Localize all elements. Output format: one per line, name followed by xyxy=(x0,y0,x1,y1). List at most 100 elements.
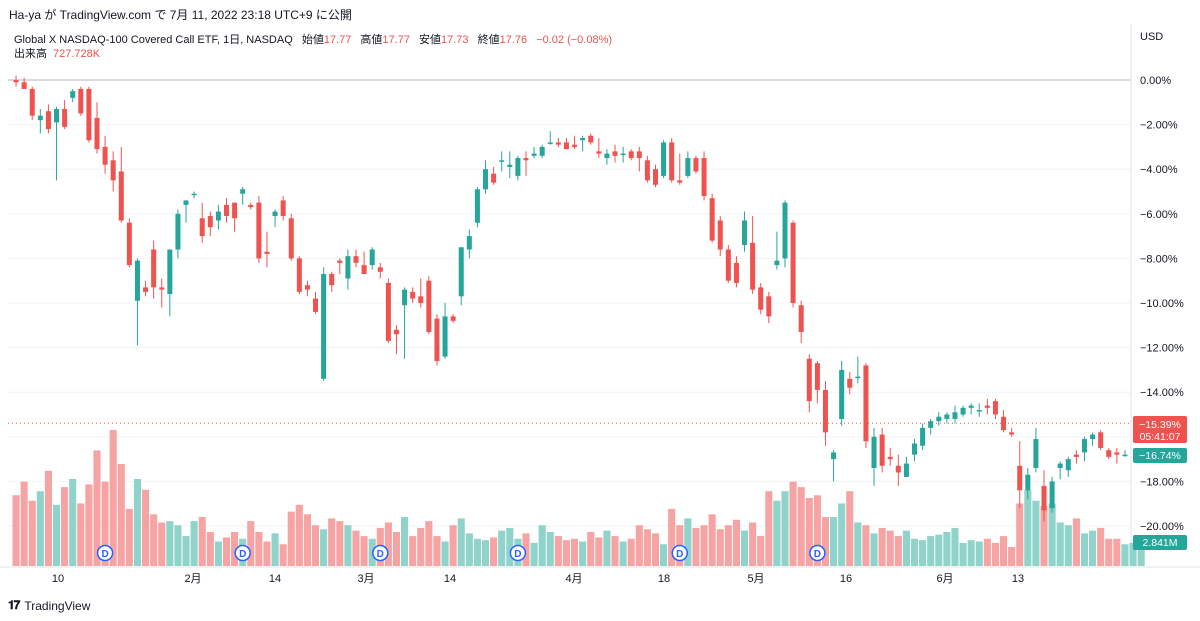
candle-body xyxy=(822,389,828,433)
candle-body xyxy=(1090,434,1096,440)
candle-body xyxy=(304,285,310,290)
volume-bar xyxy=(797,487,805,566)
candle-body xyxy=(1106,450,1112,457)
candle-body xyxy=(21,82,27,89)
volume-bar xyxy=(749,522,757,566)
volume-bar xyxy=(1080,533,1089,566)
low-label: 安値 xyxy=(419,34,442,46)
candle-body xyxy=(887,456,893,460)
volume-bar xyxy=(708,514,716,566)
candle-body xyxy=(612,151,618,156)
candle-body xyxy=(167,249,173,295)
volume-bar xyxy=(935,534,943,566)
volume-bar xyxy=(52,504,61,566)
candle-body xyxy=(329,274,335,286)
candle-body xyxy=(903,463,909,477)
candle-body xyxy=(345,256,351,279)
candle-body xyxy=(1001,416,1007,431)
x-tick-label: 18 xyxy=(658,573,670,585)
dividend-marker-label: D xyxy=(377,549,384,560)
volume-bar xyxy=(830,517,838,566)
volume-bar xyxy=(255,532,263,566)
volume-bar xyxy=(862,525,870,566)
y-tick-label: −14.00% xyxy=(1140,387,1184,399)
candle-body xyxy=(693,158,699,172)
candle-body xyxy=(288,218,294,259)
candle-body xyxy=(572,144,578,147)
volume-bar xyxy=(311,525,320,566)
candle-body xyxy=(483,169,489,190)
y-tick-label: −6.00% xyxy=(1140,209,1178,221)
dividend-marker xyxy=(809,544,826,562)
volume-bar xyxy=(603,530,611,566)
dividend-marker xyxy=(96,544,114,562)
volume-bar xyxy=(481,540,490,566)
candle-body xyxy=(871,436,877,469)
volume-bar xyxy=(198,517,206,566)
last-price-badge xyxy=(1133,416,1187,443)
price-chart[interactable]: 0.00% −2.00% −4.00% −6.00% −8.00% −10.00% −12.… xyxy=(0,0,1200,595)
volume-bar xyxy=(360,536,368,566)
countdown-badge-value: 05:41:07 xyxy=(1140,431,1181,443)
volume-bar xyxy=(959,542,967,566)
volume-bar xyxy=(716,529,724,566)
volume-bar xyxy=(1097,527,1105,566)
volume-bar xyxy=(473,538,481,566)
volume-bar xyxy=(271,533,279,566)
candle-body xyxy=(1122,454,1128,457)
volume-bar xyxy=(991,542,999,566)
volume-bar xyxy=(441,541,449,566)
tradingview-logo-icon: 𝟏𝟕 xyxy=(8,598,20,612)
dividend-marker xyxy=(234,544,251,562)
volume-bar xyxy=(352,530,360,566)
candle-body xyxy=(232,202,238,219)
candle-body xyxy=(1041,485,1047,511)
volume-bar xyxy=(117,464,125,566)
candle-body xyxy=(701,158,707,196)
candle-body xyxy=(410,291,416,299)
chart-legend: Global X NASDAQ-100 Covered Call ETF, 1日… xyxy=(14,31,612,47)
volume-bar xyxy=(109,430,117,566)
candle-body xyxy=(191,193,197,196)
volume-bar xyxy=(854,522,862,566)
candle-body xyxy=(733,262,739,283)
candle-body xyxy=(1114,452,1120,455)
volume-bar xyxy=(619,541,627,566)
volume-bar xyxy=(247,521,255,566)
volume-bar xyxy=(506,527,514,566)
volume-bar xyxy=(740,530,749,566)
volume-bar xyxy=(571,538,579,566)
candle-body xyxy=(458,247,464,297)
candle-body xyxy=(385,282,391,341)
candle-body xyxy=(102,146,108,165)
secondary-price-badge-value: −16.74% xyxy=(1139,450,1181,462)
candle-body xyxy=(1033,439,1039,469)
instrument-name: Global X NASDAQ-100 Covered Call ETF, 1日… xyxy=(14,34,293,46)
candle-body xyxy=(604,153,610,159)
candle-body xyxy=(968,405,974,408)
candle-body xyxy=(1057,463,1063,469)
volume-bar xyxy=(401,517,409,566)
volume-legend: 出来高 727.728K xyxy=(14,45,100,61)
candle-body xyxy=(839,369,845,419)
volume-bar xyxy=(384,522,392,566)
volume-bar xyxy=(77,503,85,566)
volume-bar xyxy=(635,525,643,566)
volume-bar xyxy=(724,525,732,566)
volume-bar xyxy=(20,481,28,566)
candle-body xyxy=(523,158,529,161)
candle-body xyxy=(960,407,966,415)
volume-bar xyxy=(287,511,295,566)
dividend-marker-label: D xyxy=(239,549,246,560)
candle-body xyxy=(499,160,505,162)
candle-body xyxy=(814,363,820,390)
volume-bar xyxy=(498,530,506,566)
candle-body xyxy=(248,204,254,208)
candle-body xyxy=(952,412,958,419)
volume-value: 727.728K xyxy=(53,48,101,60)
candle-body xyxy=(207,216,213,228)
volume-bar xyxy=(1105,538,1113,566)
volume-bar xyxy=(150,514,158,566)
volume-bar xyxy=(1064,525,1072,566)
volume-bar xyxy=(190,521,198,566)
